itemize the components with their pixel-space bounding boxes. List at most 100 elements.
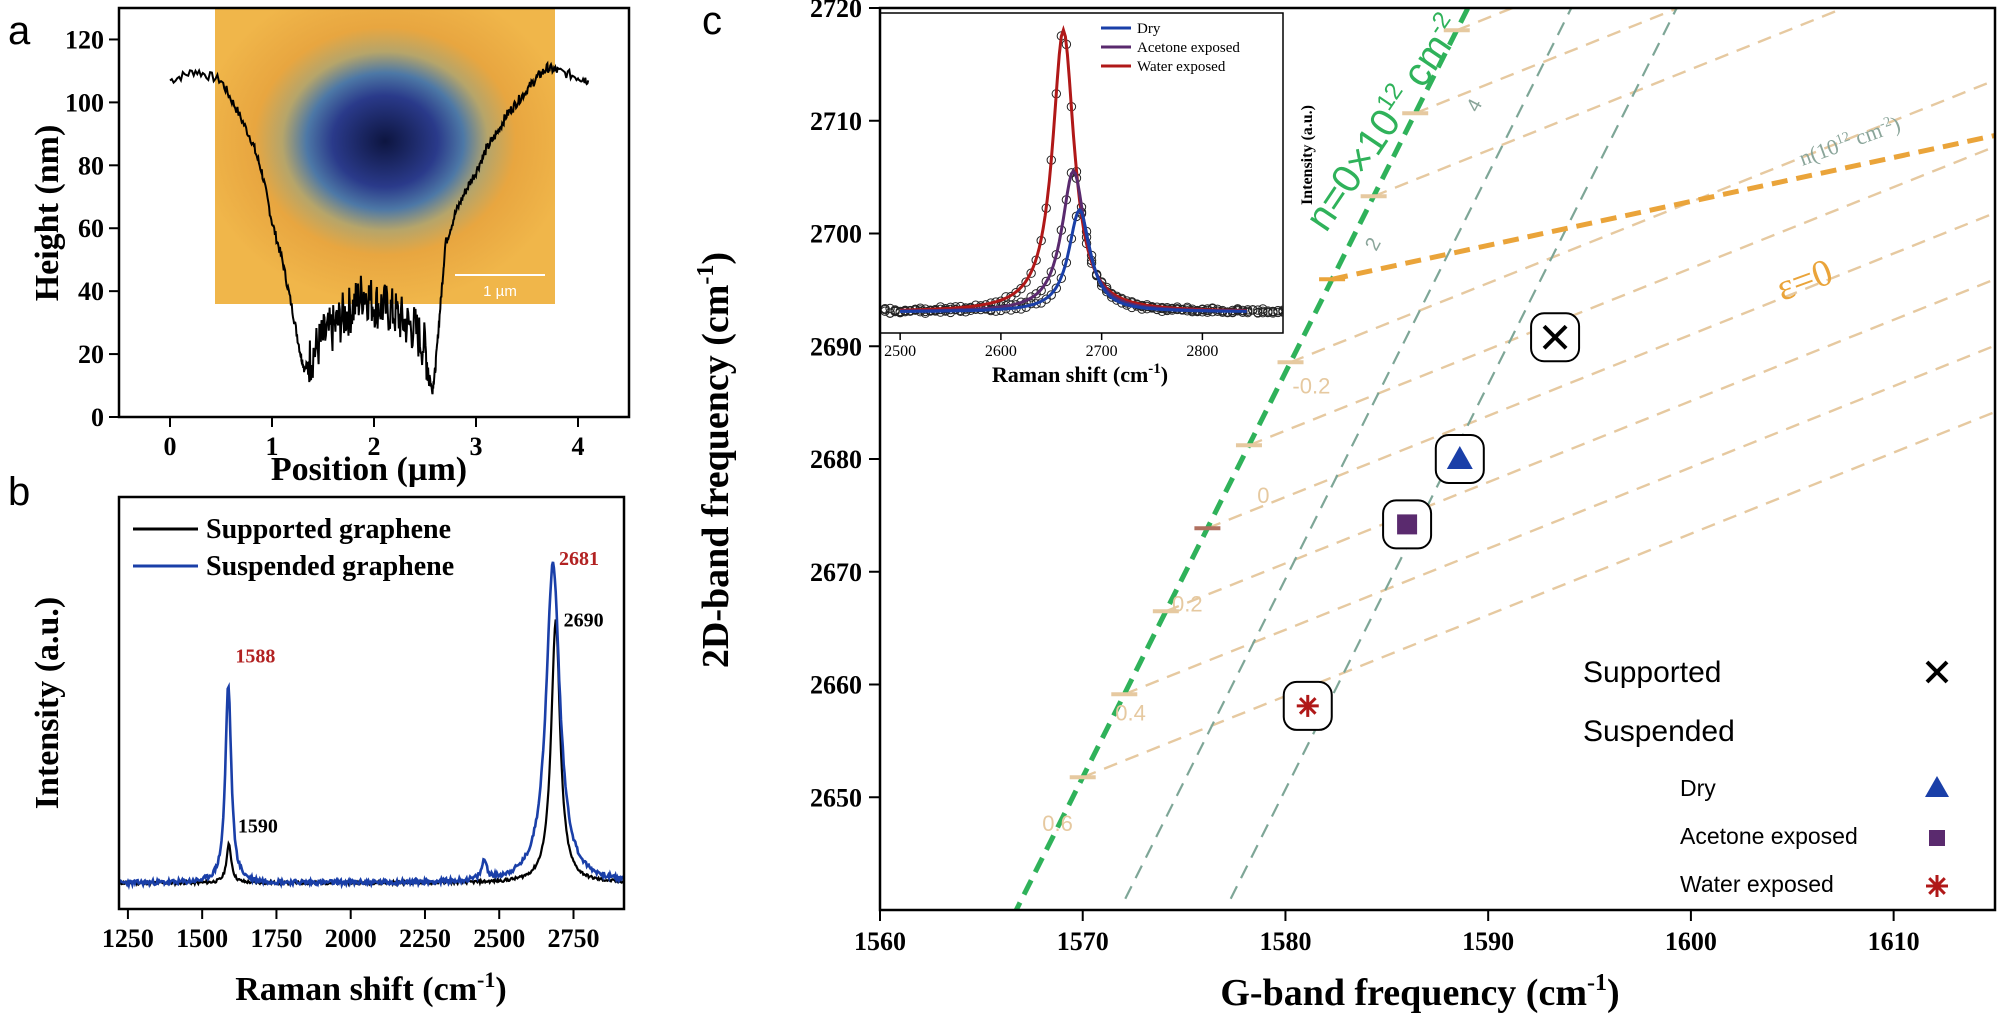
inset-data-point	[1046, 290, 1056, 300]
y-tick-label-a: 100	[65, 88, 104, 117]
x-tick-label-b: 1250	[102, 924, 154, 953]
strain-label: 0.6	[1042, 811, 1073, 836]
inset-data-point	[1021, 277, 1031, 287]
inset-x-tick-label: 2500	[884, 343, 916, 360]
x-ticks-c: 1560 1570 1580 1590 1600 1610	[854, 910, 1920, 956]
strain-tick-labels: -0.2 0 0.2 0.4 0.6	[1042, 374, 1330, 836]
panel-c: -0.2 0 0.2 0.4 0.6 2 4 n=0×1012 cm-2 ε=0 n(10…	[693, 0, 1997, 1014]
peak-label-2690: 2690	[564, 610, 604, 632]
inset-data-point	[890, 306, 900, 316]
x-tick-label-b: 2500	[473, 924, 525, 953]
legend-marker-supported	[1925, 660, 1949, 684]
inset-data-point	[1036, 285, 1046, 296]
x-axis-label-b: Raman shift (cm-1)	[235, 967, 506, 1008]
iso-strain-line	[1290, 78, 1995, 364]
inset-x-tick-label: 2800	[1186, 343, 1218, 360]
inset-data-point	[1248, 305, 1258, 315]
x-tick-label-c: 1580	[1259, 927, 1311, 956]
x-tick-label-c: 1610	[1868, 927, 1920, 956]
y-tick-label-a: 0	[91, 403, 104, 432]
y-axis-label-a: Height (nm)	[29, 125, 66, 302]
legend-marker-dry	[1925, 776, 1949, 797]
inset-frame	[879, 12, 1284, 334]
y-tick-label-c: 2690	[810, 332, 862, 361]
strain-label: 0.2	[1172, 591, 1203, 616]
point-water-exposed	[1296, 694, 1319, 717]
inset-data-point	[885, 303, 895, 314]
y-tick-label-a: 120	[65, 25, 104, 54]
inset-data-point	[1232, 304, 1243, 314]
legend-marker-supported-stroke	[1925, 660, 1949, 684]
x-tick-label-b: 2750	[548, 924, 600, 953]
zero-doping-label: n=0×1012 cm-2	[1295, 7, 1472, 238]
inset-legend: Dry Acetone exposed Water exposed	[1101, 21, 1240, 75]
series-suspended-graphene	[119, 561, 624, 891]
inset-x-tick-label: 2600	[985, 343, 1017, 360]
doping-axis-label: n(1012 cm-2)	[1796, 111, 1904, 171]
iso-doping-line	[1229, 8, 1678, 900]
iso-strain-line	[1082, 410, 1995, 779]
x-tick-label-b: 1500	[176, 924, 228, 953]
legend-marker-water	[1926, 875, 1948, 897]
doping-label: 4	[1462, 95, 1487, 115]
panel-label-a: a	[8, 9, 31, 53]
x-tick-label-a: 2	[368, 432, 381, 461]
point-dry	[1446, 446, 1473, 469]
legend-c: Supported Suspended Dry Acetone exposed …	[1583, 656, 1949, 897]
data-points	[1282, 312, 1581, 731]
y-tick-label-c: 2710	[810, 107, 862, 136]
x-tick-label-c: 1570	[1057, 927, 1109, 956]
y-tick-label-c: 2700	[810, 220, 862, 249]
y-tick-label-c: 2650	[810, 783, 862, 812]
x-tick-label-c: 1560	[854, 927, 906, 956]
x-axis-label-a: Position (µm)	[271, 451, 467, 488]
iso-doping-lines	[1124, 8, 1678, 900]
height-profile	[169, 60, 590, 395]
y-tick-label-a: 60	[78, 214, 104, 243]
inset-legend-water: Water exposed	[1137, 59, 1226, 75]
inset-data-point	[1253, 305, 1263, 315]
peak-label-1590: 1590	[238, 816, 278, 838]
x-tick-label-a: 0	[164, 432, 177, 461]
y-axis-label-b: Intensity (a.u.)	[29, 597, 66, 810]
height-profile-line	[169, 60, 590, 395]
panel-label-b: b	[8, 470, 30, 514]
x-tick-label-b: 1750	[250, 924, 302, 953]
inset-data-point	[1051, 283, 1062, 293]
x-tick-label-c: 1600	[1665, 927, 1717, 956]
strain-label: -0.2	[1292, 374, 1330, 399]
afm-image	[215, 8, 555, 304]
strain-label: 0	[1257, 483, 1269, 508]
iso-strain-line	[1414, 8, 1682, 115]
strain-tick-marks	[1069, 28, 1470, 780]
peak-label-2681: 2681	[559, 548, 599, 570]
doping-label: 2	[1361, 234, 1386, 254]
legend-marker-water-stroke	[1928, 877, 1946, 895]
zero-strain-label: ε=0	[1771, 251, 1838, 310]
point-acetone-exposed	[1397, 514, 1418, 535]
y-tick-label-c: 2660	[810, 671, 862, 700]
legend-supported: Supported	[1583, 656, 1721, 689]
iso-doping-line	[1124, 8, 1573, 900]
legend-b: Supported graphene Suspended graphene	[133, 514, 454, 582]
x-ticks-a: 0 1 2 3 4	[164, 417, 585, 461]
x-tick-label-a: 3	[470, 432, 483, 461]
x-tick-label-a: 4	[572, 432, 585, 461]
y-tick-label-a: 80	[78, 151, 104, 180]
inset-data-point	[1273, 306, 1283, 316]
legend-label-suspended: Suspended graphene	[206, 551, 454, 582]
inset-data-point	[1263, 307, 1273, 318]
inset-data-point	[1258, 306, 1268, 317]
panel-b: Supported graphene Suspended graphene 15…	[29, 495, 626, 1008]
iso-strain-lines	[1082, 8, 1995, 779]
x-tick-label-b: 2000	[325, 924, 377, 953]
inset-data-point	[1026, 292, 1036, 302]
legend-suspended: Suspended	[1583, 715, 1735, 748]
inset-legend-acetone: Acetone exposed	[1137, 40, 1240, 56]
strain-label: 0.4	[1115, 701, 1146, 726]
x-tick-label-b: 2250	[399, 924, 451, 953]
inset-x-ticks: 2500 2600 2700 2800	[884, 333, 1218, 360]
inset-series-dry	[900, 207, 1247, 313]
legend-acetone: Acetone exposed	[1680, 823, 1858, 849]
